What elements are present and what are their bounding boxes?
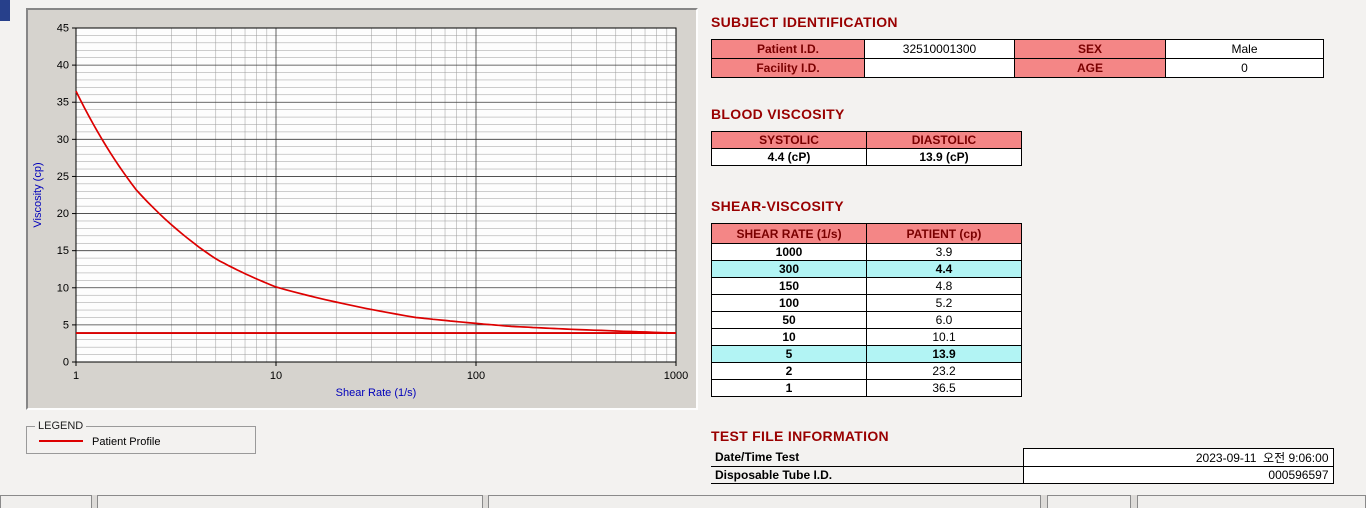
svg-text:15: 15 xyxy=(57,245,69,257)
blood-viscosity-section: BLOOD VISCOSITY SYSTOLIC DIASTOLIC 4.4 (… xyxy=(711,106,1022,166)
table-row: 2 23.2 xyxy=(711,362,1022,380)
systolic-header: SYSTOLIC xyxy=(711,131,867,149)
table-row: 4.4 (cP) 13.9 (cP) xyxy=(711,148,1022,166)
patient-id-value: 32510001300 xyxy=(864,39,1015,59)
svg-text:0: 0 xyxy=(63,357,69,369)
patient-value: 23.2 xyxy=(866,362,1022,380)
shear-rate-header: SHEAR RATE (1/s) xyxy=(711,223,867,244)
patient-value: 10.1 xyxy=(866,328,1022,346)
table-row: 300 4.4 xyxy=(711,260,1022,278)
patient-value: 36.5 xyxy=(866,379,1022,397)
shear-rate-value: 300 xyxy=(711,260,867,278)
shear-viscosity-table: SHEAR RATE (1/s) PATIENT (cp) 1000 3.9 3… xyxy=(711,223,1022,397)
svg-text:35: 35 xyxy=(57,97,69,109)
shear-viscosity-section: SHEAR-VISCOSITY SHEAR RATE (1/s) PATIENT… xyxy=(711,198,1022,397)
shear-rate-value: 10 xyxy=(711,328,867,346)
svg-text:30: 30 xyxy=(57,134,69,146)
facility-id-value xyxy=(864,58,1015,78)
table-row: Facility I.D. AGE 0 xyxy=(711,58,1324,78)
viscosity-chart-panel: 0 5 10 15 20 25 30 35 40 45 1 10 100 1000 Shear Rate (… xyxy=(26,8,698,410)
svg-text:25: 25 xyxy=(57,171,69,183)
bottom-button-fragment[interactable] xyxy=(0,495,92,508)
bottom-button-fragment[interactable] xyxy=(1047,495,1131,508)
shear-rate-value: 2 xyxy=(711,362,867,380)
table-row: SYSTOLIC DIASTOLIC xyxy=(711,131,1022,149)
table-row: 10 10.1 xyxy=(711,328,1022,346)
diastolic-header: DIASTOLIC xyxy=(866,131,1022,149)
svg-text:5: 5 xyxy=(63,319,69,331)
shear-viscosity-heading: SHEAR-VISCOSITY xyxy=(711,198,844,214)
bottom-button-fragment[interactable] xyxy=(1137,495,1366,508)
sex-label: SEX xyxy=(1014,39,1166,59)
window-corner-fragment xyxy=(0,0,10,21)
bottom-button-fragment[interactable] xyxy=(97,495,483,508)
table-row: 1 36.5 xyxy=(711,379,1022,397)
disposable-tube-id-label: Disposable Tube I.D. xyxy=(711,466,1023,484)
shear-viscosity-chart: 0 5 10 15 20 25 30 35 40 45 1 10 100 1000 Shear Rate (… xyxy=(32,23,688,400)
table-row: Date/Time Test 2023-09-11 오전 9:06:00 xyxy=(711,448,1334,467)
svg-text:45: 45 xyxy=(57,23,69,35)
age-value: 0 xyxy=(1165,58,1324,78)
table-row: 50 6.0 xyxy=(711,311,1022,329)
svg-text:1: 1 xyxy=(73,370,79,382)
patient-value: 13.9 xyxy=(866,345,1022,363)
svg-text:Shear Rate (1/s): Shear Rate (1/s) xyxy=(336,387,417,399)
shear-rate-value: 5 xyxy=(711,345,867,363)
date-time-test-value: 2023-09-11 오전 9:06:00 xyxy=(1022,448,1334,467)
sex-value: Male xyxy=(1165,39,1324,59)
svg-text:10: 10 xyxy=(270,370,282,382)
patient-profile-line-sample xyxy=(39,439,83,442)
subject-identification-section: SUBJECT IDENTIFICATION Patient I.D. 3251… xyxy=(711,14,1324,78)
legend-box: LEGEND Patient Profile xyxy=(26,420,256,454)
shear-rate-value: 150 xyxy=(711,277,867,295)
patient-value: 4.4 xyxy=(866,260,1022,278)
svg-text:Viscosity (cp): Viscosity (cp) xyxy=(32,162,44,227)
age-label: AGE xyxy=(1014,58,1166,78)
test-file-information-heading: TEST FILE INFORMATION xyxy=(711,428,889,444)
table-row: 1000 3.9 xyxy=(711,243,1022,261)
legend-title: LEGEND xyxy=(38,420,84,432)
legend-series-label: Patient Profile xyxy=(92,435,161,448)
patient-value: 5.2 xyxy=(866,294,1022,312)
shear-rate-value: 100 xyxy=(711,294,867,312)
svg-text:20: 20 xyxy=(57,208,69,220)
shear-rate-value: 50 xyxy=(711,311,867,329)
table-row: 5 13.9 xyxy=(711,345,1022,363)
test-file-information-table: Date/Time Test 2023-09-11 오전 9:06:00 Dis… xyxy=(711,448,1334,484)
bottom-button-fragment[interactable] xyxy=(488,495,1041,508)
table-row: Patient I.D. 32510001300 SEX Male xyxy=(711,39,1324,59)
table-row: Disposable Tube I.D. 000596597 xyxy=(711,466,1334,484)
table-header-row: SHEAR RATE (1/s) PATIENT (cp) xyxy=(711,223,1022,244)
disposable-tube-id-value: 000596597 xyxy=(1022,466,1334,484)
svg-text:1000: 1000 xyxy=(664,370,688,382)
svg-text:40: 40 xyxy=(57,60,69,72)
systolic-value: 4.4 (cP) xyxy=(711,148,867,166)
diastolic-value: 13.9 (cP) xyxy=(866,148,1022,166)
blood-viscosity-table: SYSTOLIC DIASTOLIC 4.4 (cP) 13.9 (cP) xyxy=(711,131,1022,166)
patient-cp-header: PATIENT (cp) xyxy=(866,223,1022,244)
patient-value: 3.9 xyxy=(866,243,1022,261)
subject-identification-table: Patient I.D. 32510001300 SEX Male Facili… xyxy=(711,39,1324,78)
subject-identification-heading: SUBJECT IDENTIFICATION xyxy=(711,14,898,30)
patient-value: 6.0 xyxy=(866,311,1022,329)
table-row: 150 4.8 xyxy=(711,277,1022,295)
facility-id-label: Facility I.D. xyxy=(711,58,865,78)
table-row: 100 5.2 xyxy=(711,294,1022,312)
test-file-information-section: TEST FILE INFORMATION Date/Time Test 202… xyxy=(711,428,1334,484)
patient-value: 4.8 xyxy=(866,277,1022,295)
shear-rate-value: 1000 xyxy=(711,243,867,261)
patient-id-label: Patient I.D. xyxy=(711,39,865,59)
svg-text:100: 100 xyxy=(467,370,485,382)
date-time-test-label: Date/Time Test xyxy=(711,448,1023,467)
shear-rate-value: 1 xyxy=(711,379,867,397)
blood-viscosity-heading: BLOOD VISCOSITY xyxy=(711,106,845,122)
svg-text:10: 10 xyxy=(57,282,69,294)
